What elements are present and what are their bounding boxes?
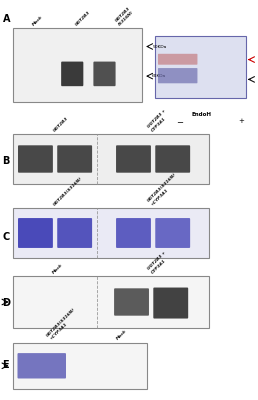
Text: −: − (176, 118, 183, 127)
Text: E: E (3, 360, 9, 370)
FancyBboxPatch shape (116, 218, 151, 248)
Text: C: C (3, 232, 10, 242)
Text: D: D (3, 298, 11, 308)
FancyBboxPatch shape (158, 68, 197, 83)
FancyBboxPatch shape (116, 145, 151, 173)
Text: EndoH: EndoH (192, 112, 212, 117)
FancyBboxPatch shape (155, 145, 190, 173)
Text: CYP3A1: CYP3A1 (0, 300, 1, 304)
Text: +: + (238, 118, 244, 124)
FancyBboxPatch shape (57, 145, 92, 173)
FancyBboxPatch shape (18, 353, 66, 378)
Text: Mock: Mock (52, 262, 64, 274)
FancyBboxPatch shape (57, 218, 92, 248)
FancyBboxPatch shape (153, 288, 188, 318)
Text: CYP3A1: CYP3A1 (0, 363, 1, 368)
Text: UGT2B3(S316N): UGT2B3(S316N) (52, 176, 83, 206)
FancyBboxPatch shape (61, 62, 83, 86)
Text: Mock: Mock (31, 14, 44, 26)
Text: Mock: Mock (116, 329, 128, 341)
FancyBboxPatch shape (18, 145, 53, 173)
Text: 50KDa: 50KDa (152, 44, 166, 48)
Text: UGT2B3
(S316N): UGT2B3 (S316N) (114, 6, 134, 26)
Bar (13, 28, 142, 102)
Text: UGT2B3 +
CYP3A1: UGT2B3 + CYP3A1 (147, 109, 171, 132)
Text: B: B (3, 156, 10, 166)
Bar (13, 134, 209, 184)
FancyBboxPatch shape (93, 62, 116, 86)
Bar (13, 208, 209, 258)
FancyBboxPatch shape (18, 218, 53, 248)
Text: UGT2B3(S316N)
+CYP3A1: UGT2B3(S316N) +CYP3A1 (46, 308, 79, 341)
Text: UGT2B3 +
CYP3A1: UGT2B3 + CYP3A1 (147, 251, 171, 274)
Text: A: A (3, 14, 10, 24)
Text: UGT2B3: UGT2B3 (75, 10, 91, 26)
FancyBboxPatch shape (158, 54, 197, 65)
Text: UGT2B3(S316N)
+CYP3A1: UGT2B3(S316N) +CYP3A1 (147, 173, 181, 206)
Bar (13, 276, 209, 328)
Text: 60KDa: 60KDa (152, 74, 166, 78)
FancyBboxPatch shape (155, 218, 190, 248)
Text: UGT2B3: UGT2B3 (52, 116, 69, 132)
FancyBboxPatch shape (114, 288, 149, 316)
Bar (13, 343, 147, 389)
Bar (155, 36, 246, 98)
